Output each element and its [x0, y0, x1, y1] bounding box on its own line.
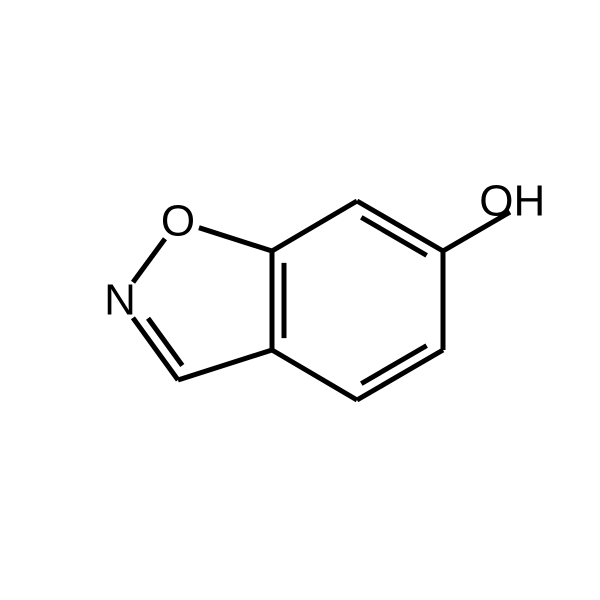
molecule-diagram: NO OH	[0, 0, 600, 600]
atom-label: O	[161, 197, 195, 246]
bond	[357, 201, 443, 251]
bond	[199, 228, 272, 251]
bond	[272, 201, 357, 251]
bond	[357, 350, 443, 400]
atom-label: N	[104, 276, 136, 325]
atom-label: OH	[479, 177, 545, 226]
bond	[178, 350, 272, 380]
bond	[272, 350, 357, 400]
